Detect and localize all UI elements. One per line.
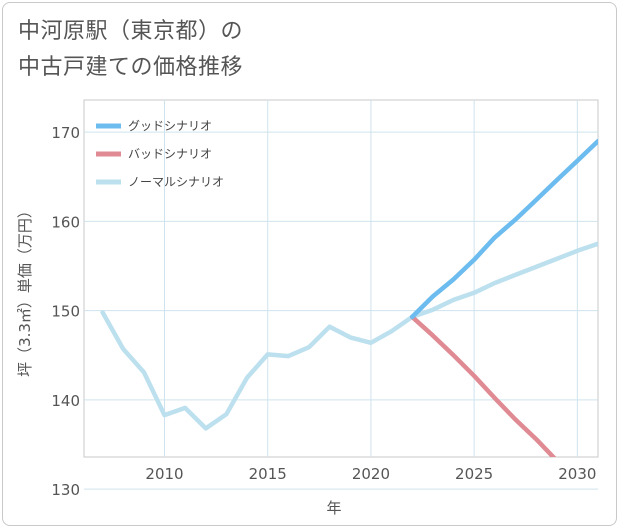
chart-title-line2: 中古戸建ての価格推移	[18, 55, 244, 80]
y-tick-label: 160	[51, 213, 80, 231]
y-tick-label: 170	[51, 124, 80, 142]
series-line-good	[409, 138, 598, 320]
legend-label-bad: バッドシナリオ	[128, 147, 212, 161]
chart-title: 中河原駅（東京都）の 中古戸建ての価格推移	[18, 14, 243, 86]
x-tick-label: 2030	[558, 465, 596, 483]
legend-label-good: グッドシナリオ	[128, 119, 212, 133]
x-tick-label: 2015	[249, 465, 287, 483]
y-tick-label: 140	[51, 392, 80, 410]
legend-label-normal: ノーマルシナリオ	[128, 175, 224, 189]
x-tick-label: 2025	[455, 465, 493, 483]
y-tick-label: 130	[51, 481, 80, 499]
chart-title-line1: 中河原駅（東京都）の	[18, 19, 244, 44]
x-axis-title: 年	[326, 499, 341, 517]
x-tick-labels: 2010 2015 2020 2025 2030	[145, 465, 596, 483]
series-line-bad	[409, 314, 557, 457]
y-axis-title: 坪（3.3㎡）単価（万円）	[16, 203, 34, 377]
x-tick-label: 2010	[145, 465, 183, 483]
y-tick-labels: 130 140 150 160 170	[51, 124, 80, 499]
x-tick-label: 2020	[352, 465, 390, 483]
grid-lines	[84, 100, 598, 490]
y-tick-label: 150	[51, 303, 80, 321]
series-lines	[100, 138, 598, 457]
series-line-normal	[100, 241, 598, 431]
